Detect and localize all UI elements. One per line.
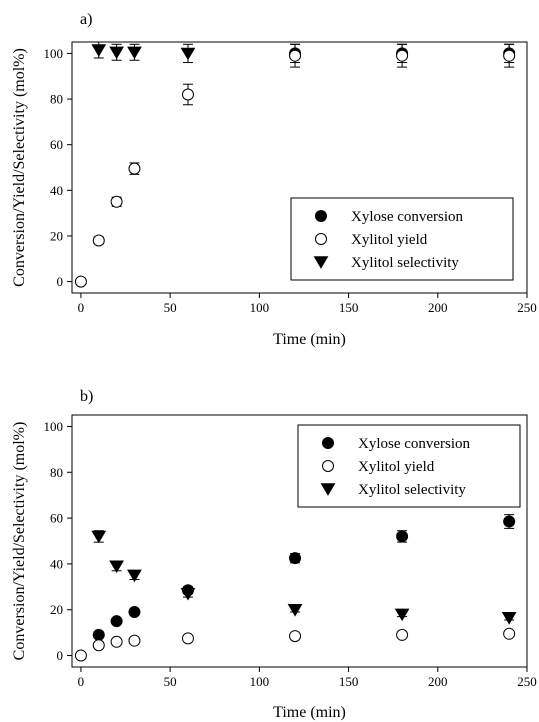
- legend-marker: [315, 233, 327, 245]
- data-point: [289, 49, 302, 62]
- x-tick-label: 250: [517, 674, 537, 689]
- x-tick-label: 100: [250, 300, 270, 315]
- data-point: [92, 628, 105, 641]
- data-point: [128, 634, 141, 647]
- x-tick-label: 150: [339, 674, 359, 689]
- data-point: [91, 44, 107, 57]
- data-point: [109, 46, 124, 60]
- data-point: [128, 606, 141, 619]
- legend-marker: [322, 437, 334, 449]
- plot-frame: [71, 414, 528, 668]
- y-axis-title: Conversion/Yield/Selectivity (mol%): [11, 422, 28, 661]
- data-point: [181, 632, 194, 645]
- legend-marker: [322, 460, 334, 472]
- y-tick-label: 20: [50, 602, 63, 617]
- legend-entry: Xylitol selectivity: [313, 255, 459, 271]
- data-point: [289, 630, 302, 643]
- legend-marker: [313, 256, 329, 269]
- x-tick-label: 0: [78, 300, 85, 315]
- data-point: [74, 649, 87, 662]
- series-xylose-conversion: [92, 514, 516, 641]
- x-tick-label: 50: [164, 300, 177, 315]
- y-tick-label: 100: [44, 46, 64, 61]
- x-tick-label: 150: [339, 300, 359, 315]
- y-tick-label: 40: [50, 183, 63, 198]
- data-point: [92, 639, 105, 652]
- plot-frame: [71, 41, 528, 294]
- data-point: [91, 530, 107, 544]
- series-xylitol-yield: [74, 43, 516, 288]
- panel-label: b): [80, 388, 93, 405]
- legend-box: [297, 424, 521, 508]
- data-point: [180, 587, 196, 601]
- x-axis-title: Time (min): [273, 331, 346, 348]
- y-tick-label: 100: [44, 419, 64, 434]
- data-point: [110, 615, 123, 628]
- data-point: [92, 234, 105, 247]
- data-point: [501, 612, 517, 625]
- data-point: [503, 627, 516, 640]
- series-xylitol-selectivity: [91, 41, 196, 64]
- legend-marker: [315, 210, 327, 222]
- series-xylitol-yield: [74, 627, 516, 662]
- data-point: [74, 275, 87, 288]
- x-tick-label: 200: [428, 674, 448, 689]
- data-point: [394, 608, 410, 622]
- x-tick-label: 50: [164, 674, 177, 689]
- legend-label: Xylitol selectivity: [358, 482, 466, 498]
- legend-box: [290, 197, 514, 281]
- legend: Xylose conversion Xylitol yield Xylitol se…: [297, 424, 521, 508]
- y-tick-label: 0: [57, 274, 64, 289]
- series-xylitol-selectivity: [91, 530, 517, 625]
- data-point: [289, 552, 302, 565]
- x-tick-label: 250: [517, 300, 537, 315]
- y-tick-label: 40: [50, 556, 63, 571]
- legend-label: Xylitol yield: [358, 459, 435, 475]
- legend-entry: Xylitol selectivity: [320, 482, 466, 498]
- data-point: [128, 162, 141, 175]
- data-point: [503, 515, 516, 528]
- y-axis-title: Conversion/Yield/Selectivity (mol%): [11, 48, 28, 287]
- data-point: [110, 195, 123, 208]
- legend: Xylose conversion Xylitol yield Xylitol se…: [290, 197, 514, 281]
- legend-entry: Xylitol yield: [322, 459, 435, 475]
- data-point: [287, 604, 303, 617]
- data-point: [503, 49, 516, 62]
- x-tick-label: 100: [250, 674, 270, 689]
- x-axis-title: Time (min): [273, 704, 346, 721]
- legend-entry: Xylose conversion: [322, 436, 471, 452]
- data-point: [127, 46, 142, 60]
- legend-marker: [320, 483, 336, 496]
- panel-label: a): [80, 11, 92, 28]
- data-point: [127, 569, 142, 583]
- y-tick-label: 60: [50, 511, 63, 526]
- data-point: [180, 47, 196, 61]
- legend-label: Xylitol yield: [351, 232, 428, 248]
- legend-label: Xylose conversion: [358, 436, 471, 452]
- data-point: [109, 560, 124, 574]
- y-tick-label: 20: [50, 228, 63, 243]
- legend-entry: Xylose conversion: [315, 209, 464, 225]
- x-tick-label: 0: [78, 674, 85, 689]
- data-point: [181, 88, 194, 101]
- data-point: [110, 635, 123, 648]
- x-tick-label: 200: [428, 300, 448, 315]
- data-point: [396, 49, 409, 62]
- y-tick-label: 60: [50, 137, 63, 152]
- legend-label: Xylitol selectivity: [351, 255, 459, 271]
- y-tick-label: 0: [57, 648, 64, 663]
- legend-entry: Xylitol yield: [315, 232, 428, 248]
- y-tick-label: 80: [50, 92, 63, 107]
- y-tick-label: 80: [50, 465, 63, 480]
- chart-panel-a: a) 0 50 100 150 200 250 0 20 40 60 80 100 Time (min) C…: [11, 11, 537, 348]
- data-point: [396, 628, 409, 641]
- legend-label: Xylose conversion: [351, 209, 464, 225]
- data-point: [396, 530, 409, 543]
